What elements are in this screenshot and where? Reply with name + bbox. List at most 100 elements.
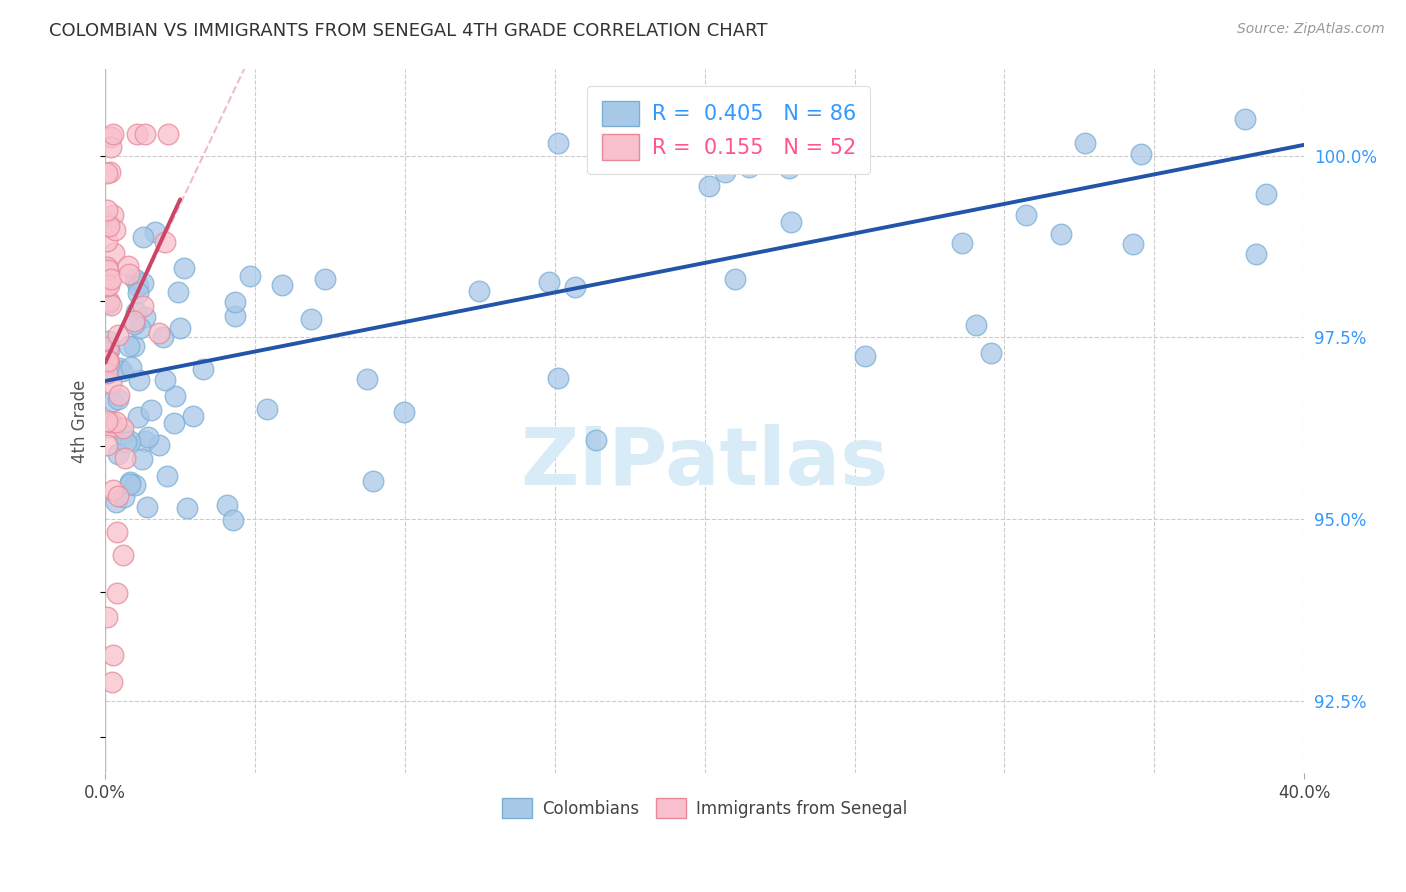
Point xyxy=(132,276,155,290)
Point xyxy=(118,338,141,352)
Point xyxy=(697,178,720,193)
Point xyxy=(1122,237,1144,252)
Y-axis label: 4th Grade: 4th Grade xyxy=(72,379,89,463)
Point xyxy=(100,130,122,145)
Point xyxy=(134,310,156,325)
Point xyxy=(222,513,245,527)
Point xyxy=(256,402,278,417)
Point xyxy=(107,327,129,342)
Text: COLOMBIAN VS IMMIGRANTS FROM SENEGAL 4TH GRADE CORRELATION CHART: COLOMBIAN VS IMMIGRANTS FROM SENEGAL 4TH… xyxy=(49,22,768,40)
Point xyxy=(128,373,150,387)
Point xyxy=(96,438,118,452)
Point xyxy=(129,320,152,334)
Point xyxy=(132,299,155,313)
Point xyxy=(114,450,136,465)
Text: Source: ZipAtlas.com: Source: ZipAtlas.com xyxy=(1237,22,1385,37)
Point xyxy=(96,414,118,428)
Point xyxy=(122,318,145,332)
Point xyxy=(193,362,215,376)
Point xyxy=(97,353,120,368)
Point xyxy=(107,447,129,461)
Point xyxy=(118,476,141,491)
Point xyxy=(105,415,128,429)
Point xyxy=(356,372,378,386)
Point xyxy=(96,203,118,218)
Point xyxy=(122,339,145,353)
Point xyxy=(136,500,159,515)
Point xyxy=(181,409,204,423)
Point xyxy=(103,483,125,497)
Point xyxy=(724,272,747,286)
Point xyxy=(980,346,1002,360)
Point xyxy=(148,326,170,340)
Point xyxy=(114,434,136,449)
Point xyxy=(468,284,491,298)
Point xyxy=(1256,186,1278,201)
Point xyxy=(104,494,127,508)
Point xyxy=(173,260,195,275)
Point xyxy=(713,165,735,179)
Point xyxy=(131,452,153,467)
Point xyxy=(585,434,607,448)
Point xyxy=(96,263,118,277)
Point xyxy=(97,219,120,234)
Point xyxy=(148,437,170,451)
Point xyxy=(155,468,177,483)
Point xyxy=(224,310,246,324)
Point xyxy=(111,549,134,563)
Point xyxy=(96,166,118,180)
Point xyxy=(101,208,124,222)
Point xyxy=(97,358,120,372)
Point xyxy=(547,136,569,150)
Point xyxy=(96,353,118,368)
Point xyxy=(98,296,121,310)
Point xyxy=(103,246,125,260)
Point xyxy=(112,490,135,504)
Point xyxy=(122,314,145,328)
Point xyxy=(163,416,186,430)
Point xyxy=(538,275,561,289)
Point xyxy=(131,229,153,244)
Point xyxy=(1014,208,1036,222)
Point xyxy=(96,234,118,248)
Point xyxy=(1129,147,1152,161)
Point xyxy=(98,416,121,430)
Point xyxy=(105,524,128,539)
Point xyxy=(564,280,586,294)
Point xyxy=(100,272,122,286)
Point xyxy=(101,648,124,662)
Point xyxy=(271,278,294,293)
Point xyxy=(127,286,149,301)
Point xyxy=(392,405,415,419)
Point xyxy=(1050,227,1073,241)
Point xyxy=(1073,136,1095,151)
Point xyxy=(117,267,139,281)
Point xyxy=(155,235,177,249)
Point xyxy=(104,223,127,237)
Point xyxy=(100,376,122,391)
Point xyxy=(120,434,142,449)
Point xyxy=(111,427,134,442)
Point xyxy=(97,293,120,308)
Point xyxy=(152,329,174,343)
Point xyxy=(124,477,146,491)
Point xyxy=(120,359,142,374)
Point xyxy=(153,373,176,387)
Point xyxy=(299,311,322,326)
Point xyxy=(107,388,129,402)
Point xyxy=(124,271,146,285)
Point xyxy=(97,351,120,366)
Point xyxy=(169,321,191,335)
Point xyxy=(778,161,800,175)
Point xyxy=(167,285,190,299)
Point xyxy=(97,340,120,354)
Point xyxy=(96,260,118,274)
Point xyxy=(361,474,384,488)
Point xyxy=(139,403,162,417)
Point xyxy=(108,360,131,375)
Point xyxy=(111,364,134,378)
Point xyxy=(780,215,803,229)
Point xyxy=(127,127,149,141)
Point xyxy=(738,160,761,174)
Point xyxy=(101,127,124,141)
